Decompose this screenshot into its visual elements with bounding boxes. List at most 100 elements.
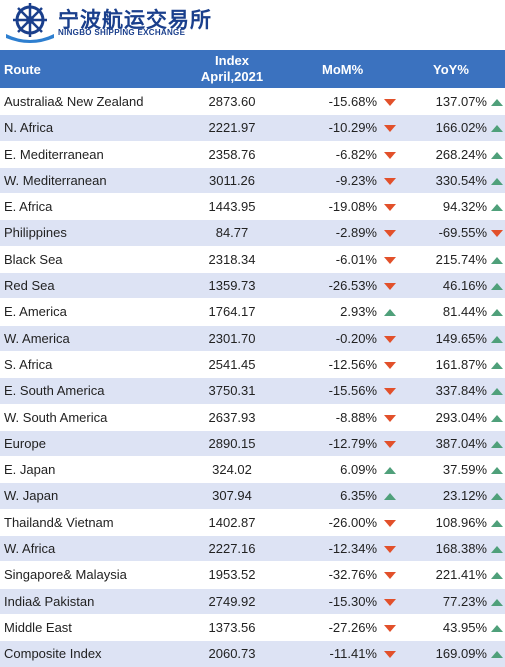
arrow-down — [384, 572, 396, 580]
yoy-cell: 387.04% — [435, 435, 487, 451]
arrow-shape — [384, 546, 396, 554]
header-cell: MoM% — [322, 62, 364, 77]
arrow-shape — [384, 256, 396, 264]
arrow-up — [491, 440, 503, 448]
arrow-shape — [384, 309, 396, 317]
table-body: Australia& New Zealand 2873.60 -15.68% 137.… — [0, 88, 505, 667]
index-cell: 1953.52 — [208, 567, 256, 583]
arrow-down — [384, 125, 396, 133]
table-header: Route Index April,2021 MoM% YoY% — [0, 50, 505, 88]
yoy-cell: 23.12% — [442, 488, 487, 504]
mom-cell: 6.09% — [340, 462, 377, 478]
route-cell: E. Africa — [4, 199, 53, 215]
table: Route Index April,2021 MoM% YoY% Austral… — [0, 50, 505, 667]
index-cell: 1443.95 — [208, 199, 256, 215]
mom-cell: -2.89% — [335, 225, 377, 241]
route-cell: E. South America — [4, 383, 105, 399]
table-row: Australia& New Zealand 2873.60 -15.68% 137.… — [0, 88, 505, 114]
mom-cell: -15.30% — [328, 593, 377, 609]
arrow-up — [491, 493, 503, 501]
route-cell: S. Africa — [4, 356, 53, 372]
arrow-up — [491, 335, 503, 343]
arrow-up — [491, 177, 503, 185]
arrow-shape — [491, 309, 503, 317]
route-cell: W. Africa — [4, 541, 56, 557]
arrow-up — [384, 309, 396, 317]
arrow-up — [491, 651, 503, 659]
arrow-up — [491, 125, 503, 133]
index-cell: 2060.73 — [208, 646, 256, 662]
index-cell: 2637.93 — [208, 409, 256, 425]
yoy-cell: 81.44% — [442, 304, 487, 320]
arrow-shape — [491, 256, 503, 264]
index-cell: 2541.45 — [208, 356, 256, 372]
arrow-up — [491, 519, 503, 527]
route-cell: Philippines — [4, 225, 67, 241]
arrow-up — [384, 493, 396, 501]
yoy-cell: 215.74% — [435, 251, 487, 267]
table-row: Philippines 84.77 -2.89% -69.55% — [0, 219, 505, 246]
arrow-down — [384, 546, 396, 554]
arrow-shape — [491, 335, 503, 343]
index-cell: 1764.17 — [208, 304, 256, 320]
table-row: E. America 1764.17 2.93% 81.44% — [0, 298, 505, 324]
mom-cell: 6.35% — [340, 488, 377, 504]
arrow-shape — [384, 283, 396, 291]
arrow-down — [384, 335, 396, 343]
table-row: Europe 2890.15 -12.79% 387.04% — [0, 429, 505, 457]
index-cell: 2873.60 — [208, 94, 256, 109]
route-cell: W. Mediterranean — [4, 172, 107, 188]
yoy-cell: 221.41% — [435, 567, 487, 583]
arrow-up — [491, 624, 503, 632]
table-row: Black Sea 2318.34 -6.01% 215.74% — [0, 245, 505, 272]
yoy-cell: 330.54% — [435, 172, 487, 188]
route-cell: Australia& New Zealand — [4, 94, 144, 109]
yoy-cell: 166.02% — [435, 120, 487, 136]
arrow-down — [384, 99, 396, 106]
arrow-up — [491, 388, 503, 396]
arrow-shape — [491, 204, 503, 212]
index-cell: 3750.31 — [208, 383, 256, 399]
arrow-up — [491, 467, 503, 475]
arrow-shape — [384, 99, 396, 106]
arrow-up — [491, 414, 503, 422]
arrow-shape — [491, 519, 503, 527]
route-cell: W. America — [4, 330, 70, 346]
arrow-down — [384, 440, 396, 448]
brand-title: 宁波航运交易所 — [58, 8, 212, 32]
arrow-shape — [491, 440, 503, 448]
arrow-shape — [384, 651, 396, 659]
yoy-cell: 161.87% — [435, 356, 487, 372]
arrow-shape — [384, 177, 396, 185]
route-cell: E. America — [4, 304, 67, 320]
table-row: N. Africa 2221.97 -10.29% 166.02% — [0, 114, 505, 141]
arrow-up — [491, 204, 503, 212]
arrow-down — [384, 598, 396, 606]
route-cell: Middle East — [4, 619, 72, 635]
table-row: W. Africa 2227.16 -12.34% 168.38% — [0, 535, 505, 562]
arrow-shape — [384, 335, 396, 343]
arrow-up — [491, 598, 503, 606]
arrow-shape — [491, 230, 503, 238]
arrow-shape — [491, 651, 503, 659]
route-cell: W. South America — [4, 409, 108, 425]
logo: 宁波航运交易所 NINGBO SHIPPING EXCHANGE — [0, 0, 505, 48]
arrow-shape — [491, 151, 503, 159]
mom-cell: -15.68% — [328, 94, 377, 109]
mom-cell: -12.79% — [328, 435, 377, 451]
table-row: W. South America 2637.93 -8.88% 293.04% — [0, 403, 505, 430]
index-cell: 324.02 — [212, 462, 252, 478]
table-row: W. Japan 307.94 6.35% 23.12% — [0, 482, 505, 509]
arrow-shape — [491, 125, 503, 133]
header-cell: April,2021 — [200, 69, 264, 84]
table-row: W. America 2301.70 -0.20% 149.65% — [0, 324, 505, 351]
route-cell: Singapore& Malaysia — [4, 567, 127, 583]
arrow-up — [491, 546, 503, 554]
table-row: E. Mediterranean 2358.76 -6.82% 268.24% — [0, 140, 505, 167]
yoy-cell: 168.38% — [435, 541, 487, 557]
mom-cell: -19.08% — [328, 199, 377, 215]
yoy-cell: 94.32% — [442, 199, 487, 215]
index-cell: 1359.73 — [208, 278, 256, 294]
arrow-down — [384, 283, 396, 291]
arrow-shape — [384, 414, 396, 422]
